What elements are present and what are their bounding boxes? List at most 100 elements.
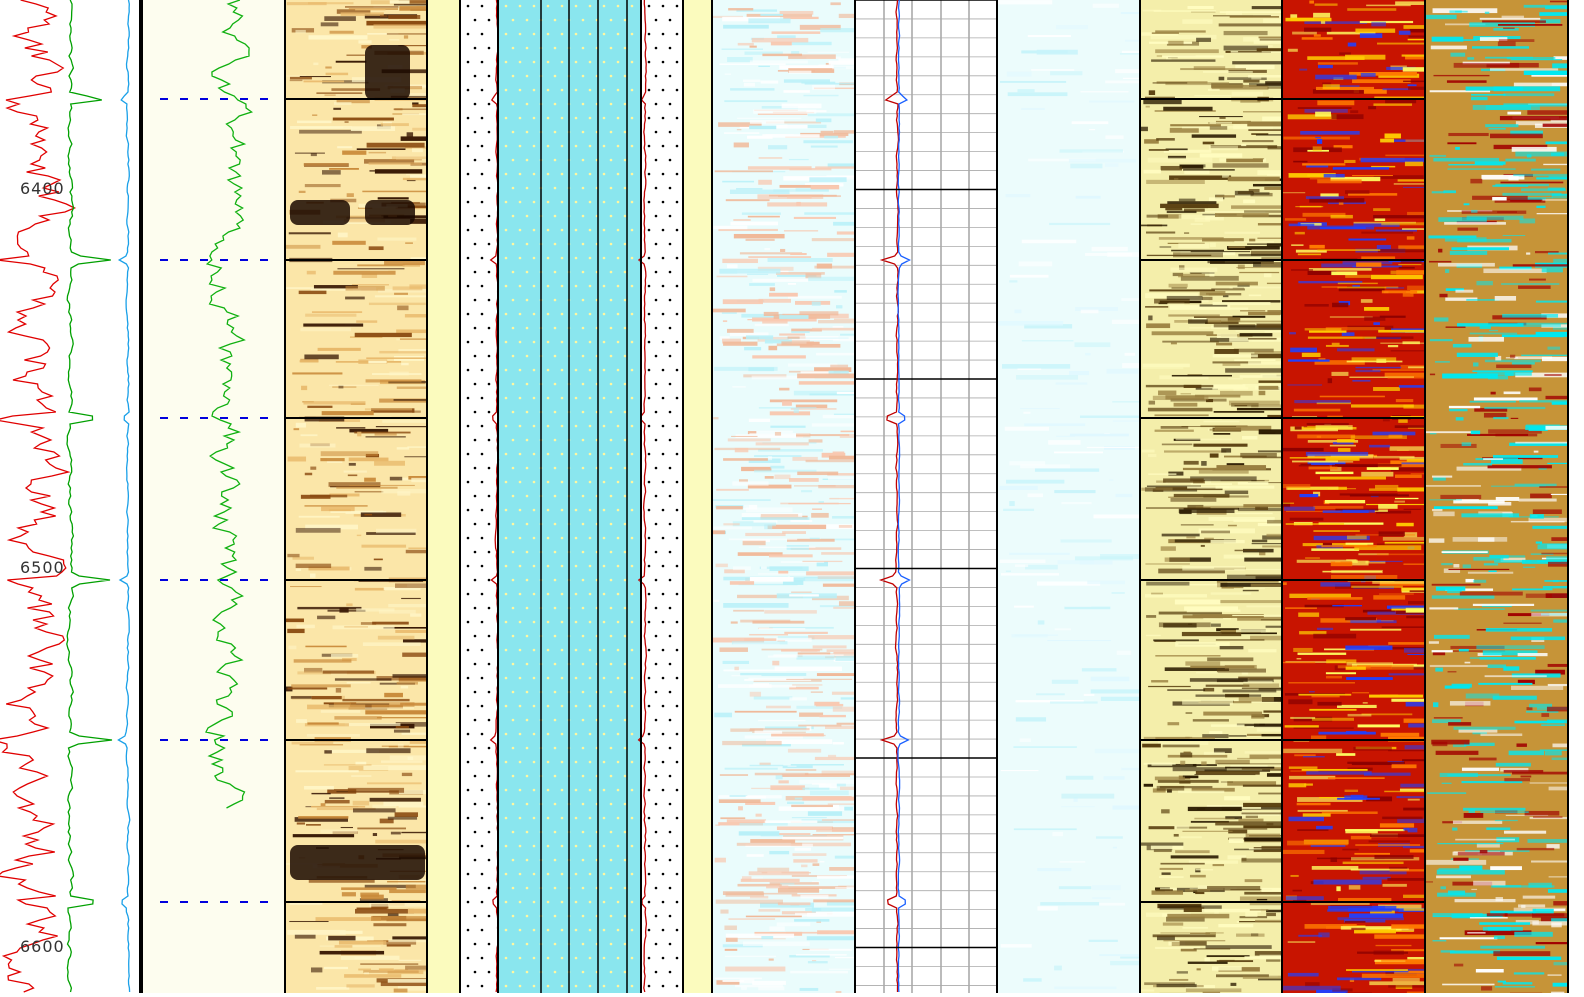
image-streak <box>749 871 809 875</box>
pattern-dot <box>526 159 529 162</box>
image-streak <box>759 628 805 629</box>
image-streak <box>1483 269 1546 274</box>
image-streak <box>1403 187 1425 188</box>
image-streak <box>304 786 334 790</box>
image-streak <box>1453 344 1472 348</box>
pattern-dot <box>631 369 634 372</box>
image-streak <box>1087 447 1140 448</box>
image-streak <box>1235 191 1254 196</box>
pattern-dot <box>467 341 470 344</box>
image-streak <box>1236 934 1264 937</box>
image-streak <box>829 456 855 460</box>
pattern-dot <box>474 187 477 190</box>
pattern-dot <box>617 733 620 736</box>
image-streak <box>1352 692 1369 693</box>
image-streak <box>1178 243 1209 248</box>
image-streak <box>768 346 777 350</box>
pattern-dot <box>547 901 550 904</box>
image-streak <box>758 909 780 912</box>
image-streak <box>754 731 782 734</box>
image-streak <box>1180 836 1201 838</box>
pattern-dot <box>610 439 613 442</box>
pattern-dot <box>554 971 557 974</box>
pattern-dot <box>561 957 564 960</box>
image-streak <box>1112 401 1140 402</box>
image-streak <box>1448 133 1488 136</box>
pattern-dot <box>547 425 550 428</box>
pattern-dot <box>554 607 557 610</box>
pattern-dot <box>603 5 606 8</box>
pattern-dot <box>648 257 651 260</box>
image-streak <box>1549 876 1568 877</box>
pattern-dot <box>467 173 470 176</box>
image-streak <box>1487 664 1506 668</box>
image-streak <box>1457 353 1498 357</box>
image-streak <box>304 505 367 506</box>
pattern-dot <box>648 593 651 596</box>
image-streak <box>796 433 810 437</box>
pattern-dot <box>603 929 606 932</box>
image-streak <box>725 768 778 770</box>
pattern-dot <box>554 579 557 582</box>
image-streak <box>1295 232 1305 235</box>
image-streak <box>1352 763 1392 765</box>
pattern-dot <box>662 649 665 652</box>
pattern-dot <box>561 33 564 36</box>
image-streak <box>1374 951 1404 955</box>
image-streak <box>1210 453 1219 457</box>
image-streak <box>412 104 427 107</box>
image-streak <box>403 178 427 180</box>
image-streak <box>1545 750 1562 755</box>
image-streak <box>322 288 331 290</box>
image-streak <box>1210 126 1227 130</box>
image-streak <box>334 102 352 105</box>
image-streak <box>787 802 804 804</box>
image-streak <box>1320 582 1350 586</box>
image-streak <box>780 883 794 884</box>
pattern-dot <box>481 873 484 876</box>
image-streak <box>1158 391 1176 396</box>
image-streak <box>1471 97 1488 101</box>
image-streak <box>1242 436 1257 440</box>
pattern-dot <box>582 887 585 890</box>
image-streak <box>1408 84 1417 86</box>
image-streak <box>1490 68 1558 71</box>
image-streak <box>819 501 824 503</box>
image-streak <box>1307 597 1362 600</box>
image-streak <box>1159 876 1184 877</box>
image-streak <box>1547 347 1560 350</box>
pattern-dot <box>655 719 658 722</box>
pattern-dot <box>561 313 564 316</box>
image-streak <box>1385 133 1401 138</box>
image-streak <box>795 848 811 851</box>
image-streak <box>1209 517 1275 521</box>
image-streak <box>1544 374 1561 376</box>
pattern-dot <box>655 327 658 330</box>
image-streak <box>806 460 855 462</box>
image-streak <box>1551 918 1568 921</box>
image-streak <box>1403 828 1408 831</box>
image-streak <box>1156 138 1175 141</box>
image-streak <box>835 887 855 888</box>
image-streak <box>1469 758 1497 761</box>
pattern-dot <box>582 523 585 526</box>
pattern-dot <box>603 229 606 232</box>
image-streak <box>1389 673 1425 675</box>
pattern-dot <box>603 117 606 120</box>
image-streak <box>1429 538 1444 542</box>
image-streak <box>1251 715 1264 719</box>
image-streak <box>1485 12 1489 14</box>
image-streak <box>1237 408 1282 410</box>
pattern-dot <box>582 915 585 918</box>
pattern-dot <box>488 635 491 638</box>
pattern-dot <box>676 677 679 680</box>
pattern-dot <box>655 915 658 918</box>
pattern-dot <box>589 705 592 708</box>
image-streak <box>802 561 842 562</box>
image-streak <box>790 253 806 255</box>
image-streak <box>1495 820 1518 821</box>
image-streak <box>1064 607 1110 610</box>
pattern-dot <box>655 859 658 862</box>
image-streak <box>1349 72 1417 76</box>
pattern-dot <box>669 187 672 190</box>
